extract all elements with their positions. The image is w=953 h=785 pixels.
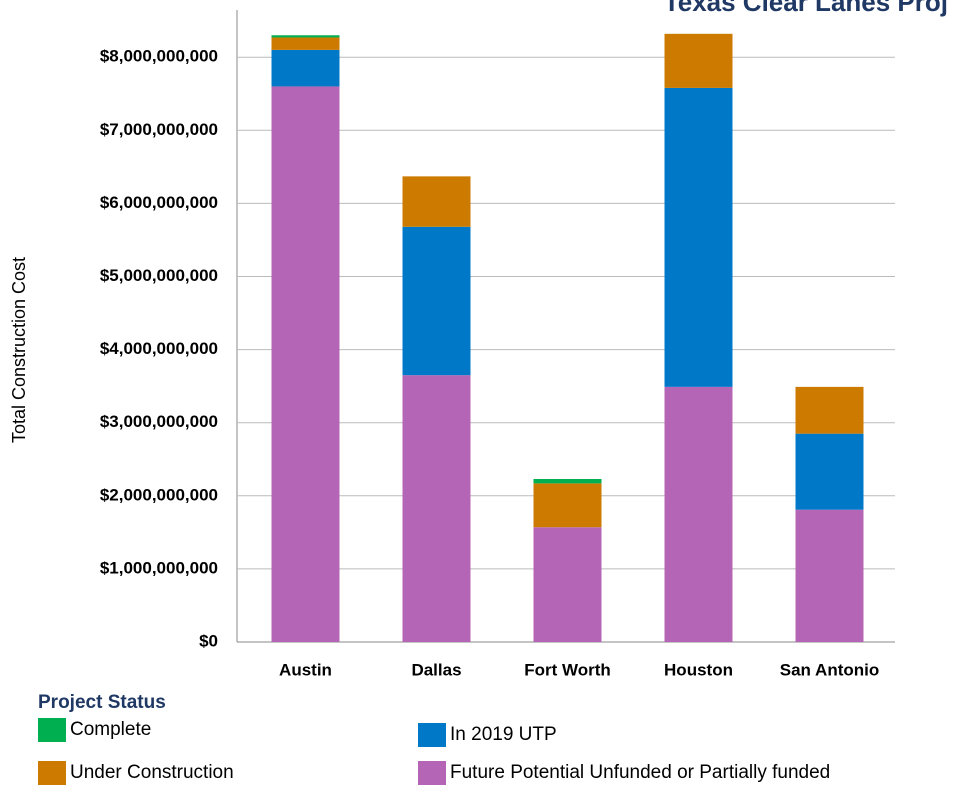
x-tick-label: Houston: [664, 660, 733, 679]
legend-swatch: [38, 761, 66, 785]
bar-segment: [795, 509, 864, 642]
y-tick-label: $1,000,000,000: [100, 558, 218, 577]
x-tick-label: Dallas: [411, 660, 461, 679]
bar-segment: [533, 478, 602, 484]
legend-swatch: [418, 761, 446, 785]
legend-label: Complete: [70, 719, 151, 740]
y-tick-label: $5,000,000,000: [100, 266, 218, 285]
bar-segment: [664, 386, 733, 642]
legend-label: In 2019 UTP: [450, 724, 557, 745]
bar-segment: [271, 86, 340, 642]
bar-segment: [533, 527, 602, 642]
bar-segment: [402, 226, 471, 376]
chart-title: Texas Clear Lanes Proj: [664, 0, 948, 17]
bar-segment: [795, 386, 864, 434]
bar-segment: [664, 87, 733, 387]
bar-segment: [271, 49, 340, 87]
x-tick-label: Fort Worth: [524, 660, 611, 679]
legend-swatch: [418, 723, 446, 747]
legend-title: Project Status: [38, 692, 166, 713]
legend-swatch: [38, 718, 66, 742]
bar-segment: [271, 37, 340, 50]
legend-label: Future Potential Unfunded or Partially f…: [450, 762, 830, 783]
y-tick-label: $3,000,000,000: [100, 412, 218, 431]
y-tick-label: $0: [199, 631, 218, 650]
bar-segment: [271, 35, 340, 38]
x-tick-label: Austin: [279, 660, 332, 679]
bar-segment: [402, 176, 471, 227]
x-tick-label: San Antonio: [780, 660, 879, 679]
y-tick-label: $8,000,000,000: [100, 47, 218, 66]
bar-segment: [664, 33, 733, 88]
y-tick-label: $7,000,000,000: [100, 120, 218, 139]
y-axis-label: Total Construction Cost: [9, 257, 29, 443]
y-tick-label: $2,000,000,000: [100, 485, 218, 504]
bar-segment: [402, 375, 471, 642]
y-tick-label: $4,000,000,000: [100, 339, 218, 358]
bar-segment: [533, 483, 602, 528]
y-tick-label: $6,000,000,000: [100, 193, 218, 212]
bar-segment: [795, 433, 864, 510]
legend-label: Under Construction: [70, 762, 234, 783]
